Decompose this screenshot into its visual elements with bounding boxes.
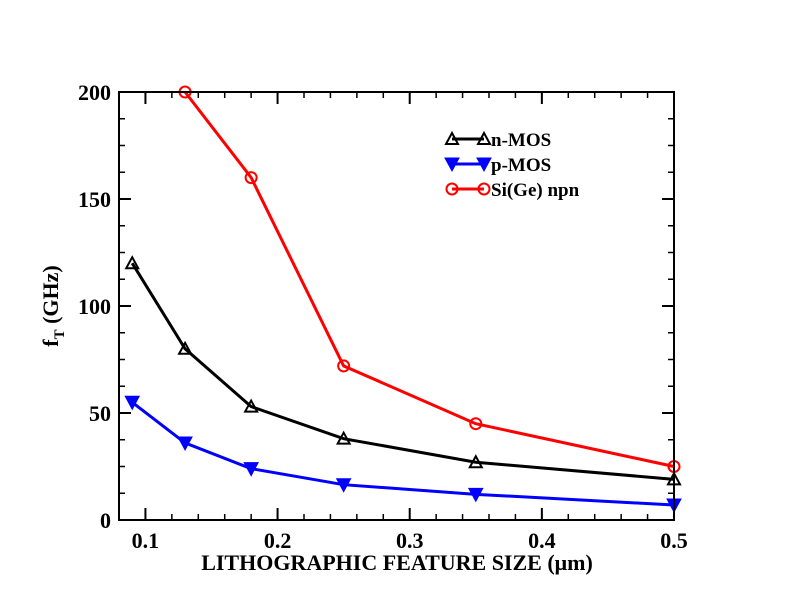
y-tick-label: 150 (78, 187, 111, 212)
x-tick-label: 0.5 (660, 528, 688, 553)
y-tick-label: 50 (89, 401, 111, 426)
legend-marker (476, 130, 492, 145)
y-tick-label: 0 (100, 508, 111, 533)
series-si-ge-npn (178, 85, 681, 473)
data-point (337, 359, 351, 373)
series-line (130, 262, 675, 481)
x-tick-label: 0.1 (132, 528, 160, 553)
data-point (335, 478, 352, 493)
legend-marker (477, 182, 491, 196)
axis-ticks: 0.1 0.2 0.3 0.4 0.5 0 50 100 150 200 (78, 80, 688, 553)
legend-marker (476, 157, 492, 173)
data-point (124, 255, 140, 270)
legend-label: Si(Ge) npn (491, 180, 580, 201)
series-line (131, 401, 675, 507)
legend-marker (444, 157, 460, 173)
legend-marker (445, 182, 459, 196)
data-point (467, 487, 484, 503)
legend-marker (444, 130, 460, 145)
x-axis-label: LITHOGRAPHIC FEATURE SIZE (μm) (201, 550, 593, 575)
x-tick-label: 0.4 (528, 528, 556, 553)
series-p-mos (124, 395, 682, 514)
data-point (469, 417, 483, 431)
data-point (468, 454, 484, 469)
data-point (177, 436, 193, 452)
data-point (243, 462, 259, 477)
legend-label: p-MOS (491, 155, 551, 176)
data-point (124, 395, 141, 411)
data-point (244, 171, 258, 185)
legend-label: n-MOS (491, 130, 551, 151)
plot-frame (118, 91, 675, 521)
series-line (183, 91, 675, 468)
x-tick-label: 0.2 (264, 528, 292, 553)
y-axis-label: fT (GHz) (38, 265, 68, 347)
data-point (177, 340, 193, 355)
data-point (335, 430, 352, 445)
legend-item: Si(Ge) npn (445, 180, 580, 201)
data-point (243, 398, 259, 413)
y-tick-label: 200 (78, 80, 111, 105)
legend-item: p-MOS (444, 155, 551, 176)
legend: n-MOS p-MOS Si(Ge) npn (444, 130, 580, 201)
series-layer (124, 85, 682, 514)
x-tick-label: 0.3 (396, 528, 424, 553)
series-n-mos (124, 255, 682, 486)
legend-item: n-MOS (444, 130, 551, 151)
y-tick-label: 100 (78, 294, 111, 319)
